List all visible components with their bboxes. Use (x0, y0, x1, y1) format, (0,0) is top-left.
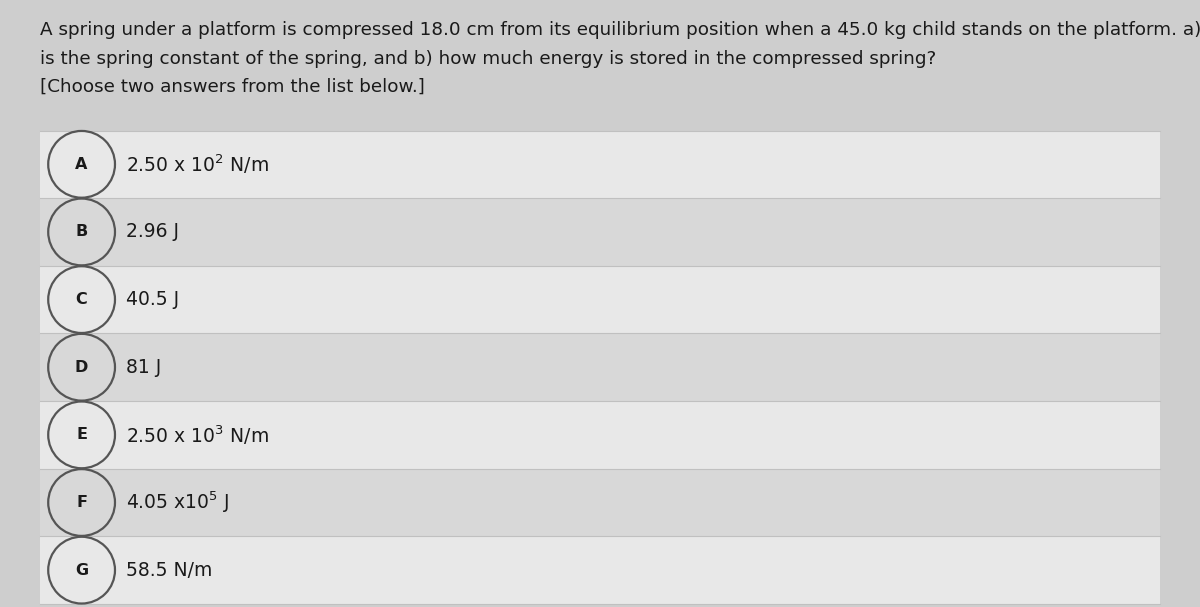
Text: D: D (74, 360, 89, 375)
Bar (40, 333, 1160, 401)
Text: 2.50 x 10$^3$ N/m: 2.50 x 10$^3$ N/m (126, 423, 269, 447)
Text: 81 J: 81 J (126, 358, 161, 377)
Bar (40, 401, 1160, 469)
Bar (40, 537, 1160, 604)
Bar (40, 266, 1160, 333)
Text: 40.5 J: 40.5 J (126, 290, 179, 309)
Text: E: E (76, 427, 88, 443)
Text: 2.96 J: 2.96 J (126, 222, 179, 242)
Bar (40, 131, 1160, 198)
Text: F: F (76, 495, 88, 510)
Text: 58.5 N/m: 58.5 N/m (126, 561, 212, 580)
Text: A: A (76, 157, 88, 172)
Text: B: B (76, 225, 88, 239)
Bar (40, 131, 1160, 604)
Bar (40, 198, 1160, 266)
Text: 2.50 x 10$^2$ N/m: 2.50 x 10$^2$ N/m (126, 152, 269, 176)
Text: G: G (76, 563, 88, 578)
Bar (40, 469, 1160, 537)
Text: 4.05 x10$^5$ J: 4.05 x10$^5$ J (126, 490, 229, 515)
Text: [Choose two answers from the list below.]: [Choose two answers from the list below.… (40, 78, 425, 96)
Text: C: C (76, 292, 88, 307)
Text: is the spring constant of the spring, and b) how much energy is stored in the co: is the spring constant of the spring, an… (40, 50, 936, 68)
Text: A spring under a platform is compressed 18.0 cm from its equilibrium position wh: A spring under a platform is compressed … (40, 21, 1200, 39)
